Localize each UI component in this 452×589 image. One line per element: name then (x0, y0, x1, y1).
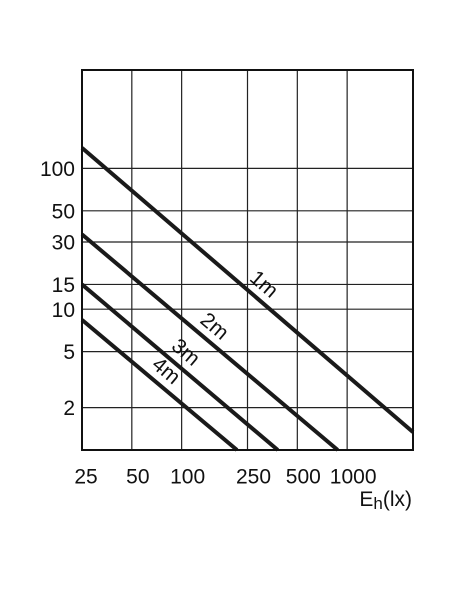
grid (81, 70, 413, 450)
y-tick-label: 15 (52, 274, 75, 297)
x-tick-label: 500 (286, 466, 321, 489)
plot-frame (81, 69, 414, 451)
y-tick-label: 10 (52, 299, 75, 322)
y-tick-label: 30 (52, 232, 75, 255)
y-tick-label: 50 (52, 200, 75, 223)
series-line (80, 146, 415, 434)
series-label: 1m (245, 266, 282, 302)
x-axis-label: Eh(lx) (359, 488, 412, 514)
y-tick-label: 2 (63, 397, 75, 420)
series-line (80, 318, 239, 452)
lines (80, 146, 415, 452)
series-label: 2m (196, 308, 233, 344)
x-tick-label: 100 (170, 466, 205, 489)
x-tick-label: 25 (74, 466, 97, 489)
y-tick-label: 100 (40, 158, 75, 181)
x-label-sub: h (373, 494, 382, 513)
y-tick-label: 5 (63, 341, 75, 364)
x-label-unit: (lx) (383, 488, 412, 511)
x-tick-label: 1000 (330, 466, 377, 489)
x-tick-label: 250 (236, 466, 271, 489)
series-line (80, 282, 280, 452)
x-tick-label: 50 (126, 466, 149, 489)
series-line (80, 232, 339, 452)
x-label-main: E (359, 488, 373, 511)
